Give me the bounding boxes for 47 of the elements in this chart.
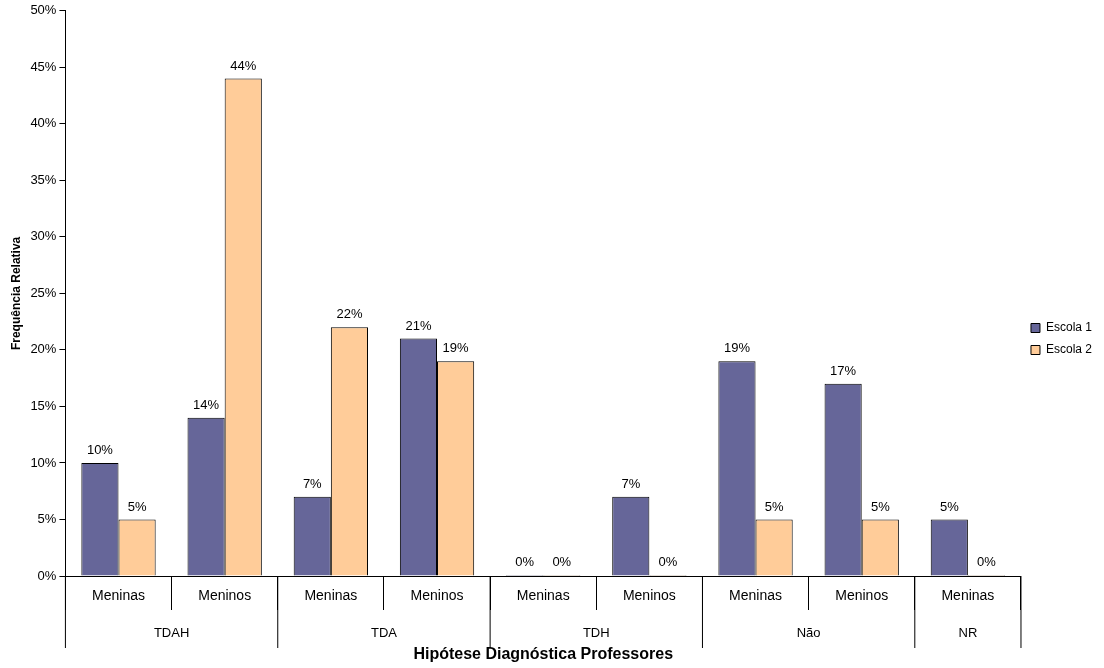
x-axis-title: Hipótese Diagnóstica Professores	[413, 644, 674, 662]
y-tick-label: 5%	[37, 511, 57, 527]
data-label: 17%	[830, 362, 857, 378]
x-tick-label: Meninas	[941, 587, 995, 604]
x-tick-label: Meninos	[198, 587, 252, 604]
y-tick-label: 10%	[30, 454, 57, 470]
y-tick-label: 45%	[30, 58, 57, 74]
data-label: 5%	[127, 498, 147, 514]
data-label: 44%	[230, 57, 257, 73]
y-tick-label: 30%	[30, 228, 57, 244]
data-label: 0%	[977, 554, 997, 570]
x-tick-label: Meninas	[516, 587, 570, 604]
text: TDH	[582, 624, 610, 640]
data-label: 19%	[723, 340, 751, 356]
text: NR	[958, 624, 978, 640]
data-label: 19%	[442, 340, 470, 356]
x-tick-label: Meninos	[835, 587, 889, 604]
data-label: 7%	[302, 475, 323, 491]
y-tick-label: 25%	[30, 284, 57, 300]
legend-label: Escola 1	[1045, 320, 1093, 335]
data-label: 21%	[405, 317, 432, 333]
data-label: 7%	[621, 475, 641, 491]
text: TDAH	[153, 624, 190, 640]
text: Não	[796, 624, 821, 640]
data-label: 5%	[764, 498, 784, 514]
y-axis-title: Frequência Relativa	[8, 236, 23, 351]
text: TDA	[370, 624, 398, 640]
legend-label: Escola 2	[1045, 342, 1093, 357]
y-tick-label: 20%	[30, 341, 57, 357]
data-label: 0%	[658, 554, 678, 570]
x-tick-label: Meninos	[622, 587, 676, 604]
data-label: 14%	[193, 396, 220, 412]
data-label: 0%	[515, 554, 535, 570]
data-label: 5%	[870, 498, 891, 514]
data-label: 5%	[939, 498, 960, 514]
data-label: 10%	[86, 442, 114, 458]
data-label: 22%	[336, 306, 363, 322]
y-tick-label: 35%	[30, 171, 57, 187]
y-tick-label: 50%	[30, 2, 57, 18]
data-label: 0%	[552, 554, 572, 570]
x-tick-label: Meninas	[729, 587, 782, 604]
y-tick-label: 15%	[30, 398, 57, 414]
x-tick-label: Meninos	[410, 587, 464, 604]
x-tick-label: Meninas	[92, 587, 145, 604]
y-tick-label: 40%	[30, 115, 57, 131]
y-tick-label: 0%	[37, 567, 57, 583]
x-tick-label: Meninas	[304, 587, 358, 604]
